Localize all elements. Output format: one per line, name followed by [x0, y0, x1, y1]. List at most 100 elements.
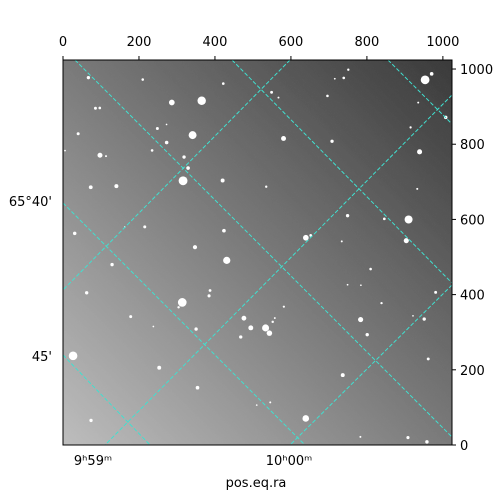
star [266, 330, 273, 336]
star [72, 231, 77, 236]
star [192, 245, 198, 250]
star [155, 126, 159, 130]
star [143, 225, 147, 229]
sky-image [63, 60, 452, 445]
star [340, 373, 345, 378]
star [303, 234, 309, 241]
star [330, 139, 334, 143]
x-tick-label: 200 [127, 35, 152, 50]
star [129, 315, 133, 319]
star [425, 440, 429, 444]
star [429, 72, 434, 76]
star [194, 327, 198, 331]
star [409, 126, 412, 129]
star [262, 324, 270, 332]
star [345, 213, 350, 218]
y-tick-label: 1000 [460, 63, 493, 78]
star [157, 365, 162, 370]
star [222, 228, 226, 233]
star [248, 325, 254, 331]
star [434, 290, 438, 294]
y-tick-label: 800 [460, 138, 485, 153]
star [141, 78, 145, 81]
star [406, 436, 410, 440]
star [281, 136, 286, 141]
star [241, 315, 247, 321]
star [347, 68, 350, 71]
star [197, 96, 206, 105]
star [177, 298, 187, 307]
x-tick-label: 0 [59, 35, 67, 50]
star [255, 404, 258, 406]
star [165, 123, 168, 126]
y-tick-label: 200 [460, 364, 485, 379]
star [360, 284, 362, 287]
star [68, 351, 78, 361]
star [273, 317, 276, 320]
star [110, 262, 114, 267]
star [359, 435, 362, 438]
star [420, 75, 430, 85]
star [422, 317, 426, 321]
star [382, 217, 386, 221]
frame [62, 59, 453, 446]
star [76, 132, 80, 136]
star [168, 99, 175, 106]
star [220, 178, 225, 183]
star [342, 76, 346, 80]
star [89, 418, 93, 423]
star [265, 185, 268, 188]
x-tick-label: 1000 [426, 35, 459, 50]
x-axis-label: pos.eq.ra [226, 476, 287, 491]
star [223, 256, 231, 264]
star [105, 155, 108, 158]
star [84, 291, 89, 295]
dec-tick-label: 45' [32, 350, 52, 365]
star [269, 401, 272, 404]
star [412, 314, 414, 317]
star [271, 320, 274, 324]
star [302, 415, 310, 422]
star [239, 335, 243, 339]
star [365, 332, 369, 337]
star [416, 187, 419, 190]
star [152, 325, 155, 328]
ra-tick-label: 10ʰ00ᵐ [266, 454, 312, 469]
star [207, 294, 211, 298]
star [186, 166, 190, 170]
star [358, 317, 364, 323]
y-tick-label: 600 [460, 213, 485, 228]
star [208, 289, 212, 292]
star [333, 77, 336, 80]
star [188, 131, 197, 140]
star [417, 149, 423, 155]
stars [64, 68, 448, 444]
star [270, 90, 274, 94]
star [426, 357, 430, 361]
ra-tick-label: 9ʰ59ᵐ [74, 454, 112, 469]
star [277, 96, 280, 99]
wcs-grid [63, 60, 452, 445]
star [417, 101, 420, 104]
star [403, 238, 409, 244]
star [404, 215, 413, 224]
star [282, 305, 285, 308]
star [178, 176, 188, 186]
star [93, 106, 97, 110]
star [340, 240, 343, 243]
star [114, 184, 119, 189]
star [177, 306, 180, 309]
x-tick-label: 800 [354, 35, 379, 50]
star [326, 94, 329, 98]
star [346, 283, 349, 286]
star [88, 185, 93, 190]
x-tick-label: 400 [203, 35, 228, 50]
star [380, 301, 383, 305]
dec-tick-label: 65°40' [9, 195, 52, 210]
star [98, 106, 102, 110]
y-tick-label: 400 [460, 289, 485, 304]
star [369, 267, 372, 271]
y-tick-label: 0 [460, 439, 468, 454]
star [150, 149, 154, 152]
star [221, 82, 225, 85]
